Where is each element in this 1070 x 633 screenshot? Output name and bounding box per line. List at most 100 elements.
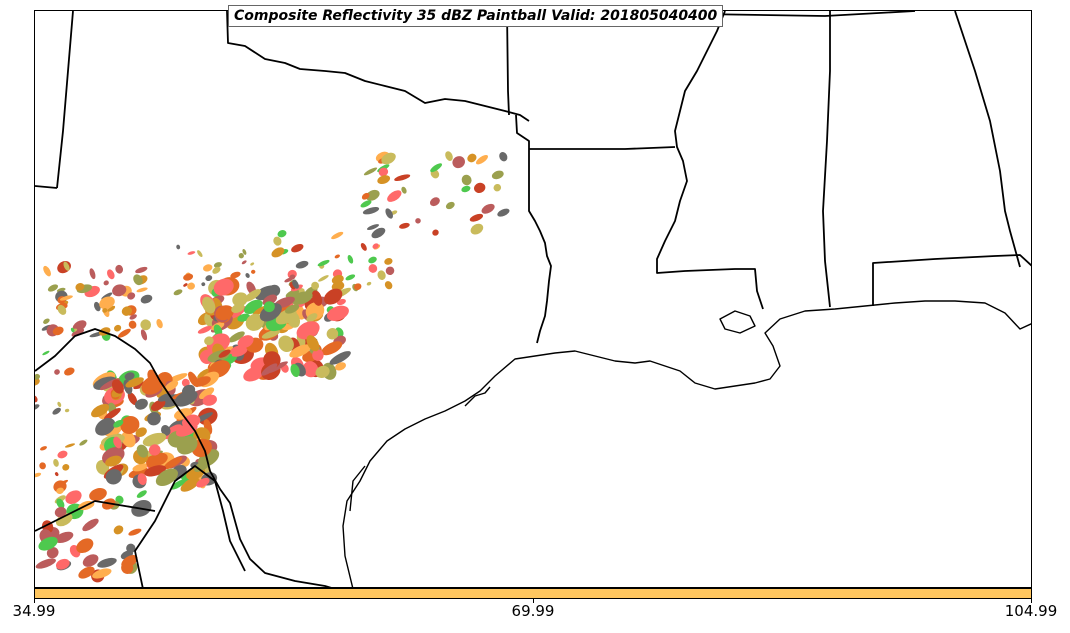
paintball-blob-263 — [111, 379, 124, 394]
paintball-blob-250 — [202, 394, 217, 406]
paintball-blob-120 — [237, 335, 254, 349]
paintball-blob-292 — [385, 208, 393, 219]
paintball-blob-365 — [318, 275, 329, 282]
paintball-blob-286 — [361, 192, 370, 200]
paintball-blob-321 — [89, 268, 96, 280]
paintball-blob-364 — [291, 244, 304, 253]
paintball-blob-328 — [63, 261, 70, 271]
border-nm-line — [56, 11, 74, 189]
paintball-blob-437 — [64, 443, 76, 448]
border-tx-la — [515, 114, 552, 344]
paintball-blob-382 — [353, 283, 362, 291]
paintball-blob-300 — [497, 208, 510, 217]
paintball-blob-159 — [132, 463, 149, 472]
border-mississippi-river — [656, 11, 764, 310]
paintball-blob-188 — [199, 387, 215, 400]
paintball-blob-221 — [170, 479, 186, 490]
paintball-blob-270 — [363, 167, 378, 176]
border-red-river — [226, 11, 530, 122]
border-al-ga — [954, 11, 1021, 268]
paintball-blob-288 — [387, 190, 402, 202]
paintball-blob-366 — [384, 258, 393, 265]
paintball-blob-302 — [445, 151, 453, 161]
colorbar-tick-label-1: 69.99 — [511, 602, 555, 620]
paintball-blob-434 — [113, 525, 124, 535]
paintball-blob-394 — [271, 247, 285, 258]
paintball-blob-241 — [105, 455, 122, 467]
border-al-fl — [872, 254, 1031, 306]
paintball-blob-251 — [120, 416, 140, 434]
paintball-blob-463 — [238, 253, 244, 259]
paintball-blob-444 — [42, 350, 50, 356]
paintball-blob-131 — [204, 336, 214, 346]
paintball-blob-274 — [452, 156, 465, 169]
paintball-blob-416 — [128, 528, 142, 536]
paintball-blob-357 — [129, 314, 137, 320]
paintball-blob-291 — [401, 186, 407, 194]
paintball-blob-341 — [156, 318, 163, 329]
paintball-blob-388 — [331, 274, 344, 285]
paintball-blob-449 — [79, 439, 88, 446]
paintball-blob-92 — [315, 365, 330, 378]
paintball-blob-370 — [273, 236, 282, 246]
paintball-blob-260 — [125, 377, 144, 388]
paintball-blob-466 — [173, 289, 183, 296]
paintball-blob-296 — [499, 152, 508, 162]
paintball-blob-290 — [362, 207, 380, 215]
paintball-blob-266 — [193, 376, 211, 387]
colorbar-tick-label-2: 104.99 — [1004, 602, 1058, 620]
paintball-blob-76 — [213, 278, 234, 296]
paintball-blob-356 — [52, 326, 64, 336]
paintball-blob-327 — [115, 264, 124, 274]
paintball-blob-373 — [368, 256, 377, 264]
paintball-blob-479 — [187, 282, 195, 290]
paintball-blob-454 — [64, 408, 70, 413]
paintball-blob-424 — [89, 488, 107, 501]
paintball-blob-70 — [329, 351, 351, 365]
paintball-blob-440 — [62, 464, 70, 471]
paintball-blob-71 — [321, 341, 343, 356]
map-canvas — [35, 11, 1031, 587]
paintball-blob-284 — [467, 153, 477, 163]
paintball-blob-305 — [399, 222, 410, 229]
paintball-blob-472 — [187, 251, 196, 255]
paintball-blob-342 — [127, 292, 136, 300]
paintball-blob-261 — [182, 414, 201, 429]
reflectivity-paintball-layer — [35, 151, 510, 583]
paintball-blob-380 — [295, 260, 309, 269]
paintball-blob-332 — [117, 328, 131, 338]
paintball-blob-464 — [183, 283, 188, 287]
paintball-blob-387 — [331, 231, 344, 240]
paintball-blob-273 — [445, 201, 455, 210]
paintball-blob-130 — [290, 363, 300, 378]
paintball-blob-283 — [469, 213, 484, 222]
paintball-blob-316 — [103, 280, 109, 286]
paintball-blob-383 — [360, 243, 367, 251]
paintball-blob-435 — [58, 479, 69, 486]
coastline-lake-pontchartrain — [719, 310, 756, 334]
paintball-blob-323 — [112, 284, 127, 297]
paintball-blob-207 — [180, 477, 200, 492]
paintball-blob-123 — [202, 296, 216, 314]
paintball-blob-381 — [347, 255, 354, 264]
paintball-blob-459 — [35, 373, 41, 380]
paintball-blob-453 — [40, 446, 47, 451]
paintball-blob-237 — [124, 372, 135, 381]
paintball-blob-22 — [285, 289, 300, 299]
paintball-blob-377 — [345, 274, 356, 281]
paintball-blob-423 — [126, 543, 136, 553]
paintball-blob-54 — [197, 325, 213, 334]
paintball-blob-474 — [250, 262, 255, 266]
paintball-blob-105 — [245, 313, 265, 331]
paintball-blob-314 — [140, 329, 148, 341]
paintball-blob-355 — [136, 287, 148, 293]
paintball-blob-129 — [232, 292, 248, 307]
paintball-blob-259 — [105, 469, 122, 485]
paintball-blob-471 — [251, 269, 256, 274]
paintball-blob-90 — [244, 289, 261, 302]
paintball-blob-329 — [128, 320, 137, 329]
border-ar-la — [529, 146, 676, 150]
paintball-blob-430 — [38, 536, 58, 551]
paintball-blob-238 — [163, 456, 183, 470]
paintball-blob-347 — [47, 284, 59, 292]
